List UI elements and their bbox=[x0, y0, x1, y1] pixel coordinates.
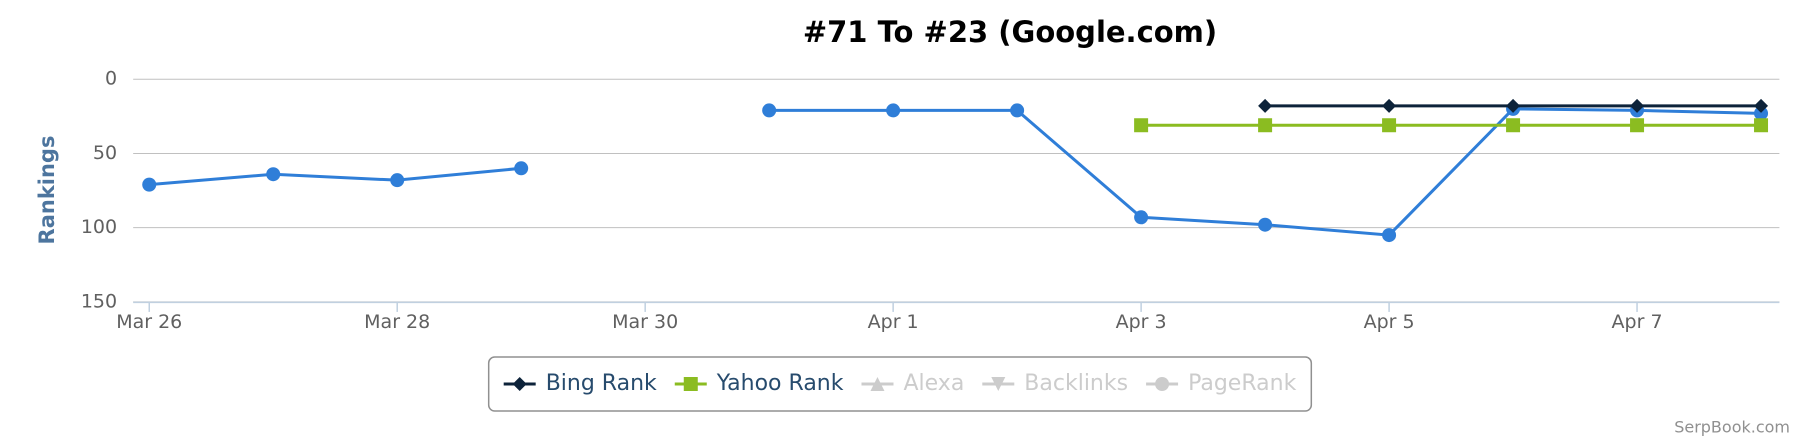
marker bbox=[1382, 98, 1397, 113]
legend: Bing Rank Yahoo Rank Alexa Backlinks PageRan… bbox=[503, 371, 1297, 396]
chart-title: #71 To #23 (Google.com) bbox=[803, 15, 1217, 49]
credit: SerpBook.com bbox=[1674, 418, 1790, 437]
marker bbox=[683, 377, 698, 392]
marker bbox=[1382, 228, 1397, 243]
marker bbox=[762, 103, 777, 118]
marker bbox=[1134, 210, 1149, 225]
legend-label: PageRank bbox=[1188, 371, 1296, 396]
y-axis-label: Rankings bbox=[35, 136, 59, 245]
x-tick-label: Mar 28 bbox=[364, 311, 430, 333]
marker bbox=[1010, 103, 1025, 118]
marker bbox=[1754, 98, 1769, 113]
legend-label: Bing Rank bbox=[546, 371, 657, 396]
x-tick-label: Mar 26 bbox=[116, 311, 182, 333]
marker bbox=[991, 377, 1006, 392]
x-tick-label: Apr 7 bbox=[1612, 311, 1663, 333]
y-tick-label: 50 bbox=[93, 142, 117, 164]
marker bbox=[1506, 98, 1521, 113]
legend-item[interactable]: Yahoo Rank bbox=[674, 371, 844, 396]
x-tick-label: Apr 3 bbox=[1116, 311, 1167, 333]
marker bbox=[514, 161, 529, 176]
marker bbox=[1134, 118, 1149, 133]
legend-item[interactable]: Bing Rank bbox=[503, 371, 657, 396]
y-tick-label: 100 bbox=[81, 216, 117, 238]
x-tick-label: Apr 1 bbox=[868, 311, 919, 333]
legend-label: Backlinks bbox=[1024, 371, 1128, 396]
x-tick-label: Apr 5 bbox=[1364, 311, 1415, 333]
marker bbox=[1258, 217, 1273, 232]
marker bbox=[266, 167, 281, 182]
marker bbox=[1258, 118, 1273, 133]
y-tick-label: 0 bbox=[105, 68, 117, 90]
marker bbox=[1506, 118, 1521, 133]
marker bbox=[1630, 118, 1645, 133]
legend-label: Alexa bbox=[903, 371, 964, 396]
x-tick-label: Mar 30 bbox=[612, 311, 678, 333]
marker bbox=[1630, 98, 1645, 113]
marker bbox=[1754, 118, 1769, 133]
marker bbox=[142, 177, 157, 192]
legend-box bbox=[487, 356, 1313, 412]
legend-item[interactable]: Backlinks bbox=[982, 371, 1128, 396]
marker bbox=[1155, 377, 1170, 392]
legend-item[interactable]: PageRank bbox=[1146, 371, 1297, 396]
marker bbox=[1754, 106, 1769, 121]
legend-item[interactable]: Alexa bbox=[861, 371, 964, 396]
legend-label: Yahoo Rank bbox=[716, 371, 844, 396]
marker bbox=[512, 377, 527, 392]
marker bbox=[1382, 118, 1397, 133]
y-tick-label: 150 bbox=[81, 290, 117, 312]
marker bbox=[390, 173, 405, 188]
marker bbox=[1258, 98, 1273, 113]
marker bbox=[886, 103, 901, 118]
marker bbox=[870, 377, 885, 392]
